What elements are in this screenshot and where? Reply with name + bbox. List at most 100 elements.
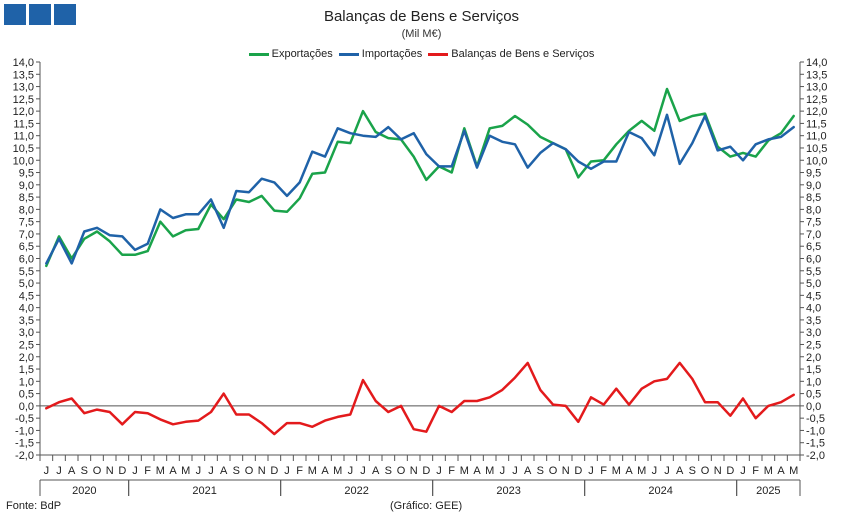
y-tick-label-right: 9,0 bbox=[806, 180, 821, 192]
x-tick-label-year: 2021 bbox=[192, 485, 216, 497]
y-tick-label-right: 8,0 bbox=[806, 204, 821, 216]
x-tick-label-month: A bbox=[169, 465, 177, 477]
x-tick-label-month: N bbox=[714, 465, 722, 477]
y-tick-label-right: 4,0 bbox=[806, 303, 821, 315]
logo bbox=[4, 4, 76, 25]
legend-label-imports: Importações bbox=[361, 48, 423, 60]
x-tick-label-month: M bbox=[181, 465, 190, 477]
y-tick-label-left: 14,0 bbox=[13, 57, 34, 69]
y-tick-label-left: 3,5 bbox=[19, 315, 34, 327]
x-tick-label-month: S bbox=[385, 465, 392, 477]
y-tick-label-right: 14,0 bbox=[806, 57, 827, 69]
x-tick-label-month: M bbox=[485, 465, 494, 477]
y-tick-label-left: 5,5 bbox=[19, 266, 34, 278]
balance-line bbox=[45, 361, 795, 436]
y-tick-label-right: 1,5 bbox=[806, 364, 821, 376]
x-tick-label-month: J bbox=[588, 465, 594, 477]
exports-line bbox=[45, 87, 795, 268]
y-tick-label-right: 10,0 bbox=[806, 155, 827, 167]
x-tick-label-month: A bbox=[220, 465, 228, 477]
legend-item-exports: Exportações bbox=[248, 48, 333, 60]
y-tick-label-right: 5,5 bbox=[806, 266, 821, 278]
x-tick-label-year: 2022 bbox=[344, 485, 368, 497]
x-tick-label-month: M bbox=[333, 465, 342, 477]
y-tick-label-left: 9,0 bbox=[19, 180, 34, 192]
y-tick-label-left: 6,0 bbox=[19, 254, 34, 266]
y-tick-label-left: -0,5 bbox=[15, 413, 34, 425]
y-tick-label-right: 11,0 bbox=[806, 131, 827, 143]
x-tick-label-month: J bbox=[44, 465, 50, 477]
x-tick-label-month: J bbox=[740, 465, 746, 477]
x-tick-label-month: N bbox=[562, 465, 570, 477]
chart-subtitle: (Mil M€) bbox=[401, 28, 442, 40]
legend-swatch-imports bbox=[338, 52, 359, 56]
x-tick-label-month: A bbox=[473, 465, 481, 477]
source-note: Fonte: BdP bbox=[6, 500, 62, 512]
x-tick-label-month: M bbox=[460, 465, 469, 477]
x-tick-label-month: O bbox=[397, 465, 406, 477]
imports-line bbox=[45, 113, 795, 265]
y-tick-label-left: -2,0 bbox=[15, 450, 34, 462]
x-tick-label-year: 2023 bbox=[496, 485, 520, 497]
credit-note: (Gráfico: GEE) bbox=[390, 500, 463, 512]
x-tick-label-month: M bbox=[156, 465, 165, 477]
y-tick-label-left: 10,5 bbox=[13, 143, 34, 155]
y-tick-label-left: 1,0 bbox=[19, 376, 34, 388]
y-tick-label-left: -1,5 bbox=[15, 438, 34, 450]
y-tick-label-right: -2,0 bbox=[806, 450, 825, 462]
x-tick-label-month: J bbox=[56, 465, 62, 477]
x-tick-label-month: M bbox=[789, 465, 798, 477]
y-tick-label-right: -1,0 bbox=[806, 425, 825, 437]
y-tick-label-left: 6,5 bbox=[19, 241, 34, 253]
y-tick-label-right: 3,5 bbox=[806, 315, 821, 327]
y-tick-label-left: 10,0 bbox=[13, 155, 34, 167]
y-tick-label-left: 7,5 bbox=[19, 217, 34, 229]
y-tick-label-right: 2,5 bbox=[806, 339, 821, 351]
y-tick-label-right: 0,0 bbox=[806, 401, 821, 413]
x-tick-label-month: J bbox=[284, 465, 290, 477]
y-tick-label-right: 2,0 bbox=[806, 352, 821, 364]
legend-swatch-exports bbox=[248, 52, 269, 56]
x-tick-label-month: A bbox=[676, 465, 684, 477]
y-tick-label-left: 11,5 bbox=[13, 118, 34, 130]
legend-item-imports: Importações bbox=[338, 48, 423, 60]
x-tick-label-month: S bbox=[689, 465, 696, 477]
y-tick-label-left: 2,0 bbox=[19, 352, 34, 364]
y-tick-label-left: 8,5 bbox=[19, 192, 34, 204]
x-tick-label-month: M bbox=[308, 465, 317, 477]
logo-square-2 bbox=[29, 4, 51, 25]
y-tick-label-right: 7,5 bbox=[806, 217, 821, 229]
y-tick-label-left: 0,0 bbox=[19, 401, 34, 413]
y-tick-label-right: 3,0 bbox=[806, 327, 821, 339]
x-tick-label-month: A bbox=[372, 465, 380, 477]
y-tick-label-left: 9,5 bbox=[19, 168, 34, 180]
y-tick-label-left: 4,0 bbox=[19, 303, 34, 315]
y-tick-label-right: 12,0 bbox=[806, 106, 827, 118]
y-tick-label-right: 6,0 bbox=[806, 254, 821, 266]
legend-item-balance: Balanças de Bens e Serviços bbox=[428, 48, 594, 60]
y-tick-label-right: 7,0 bbox=[806, 229, 821, 241]
x-tick-label-month: J bbox=[436, 465, 442, 477]
x-tick-label-month: F bbox=[144, 465, 151, 477]
legend-label-balance: Balanças de Bens e Serviços bbox=[451, 48, 595, 60]
x-tick-label-month: S bbox=[233, 465, 240, 477]
y-tick-label-right: 9,5 bbox=[806, 168, 821, 180]
y-tick-label-right: 4,5 bbox=[806, 290, 821, 302]
x-tick-label-year: 2025 bbox=[756, 485, 780, 497]
y-tick-label-right: -1,5 bbox=[806, 438, 825, 450]
chart-legend: Exportações Importações Balanças de Bens… bbox=[0, 48, 843, 60]
y-tick-label-left: 5,0 bbox=[19, 278, 34, 290]
y-tick-label-right: 10,5 bbox=[806, 143, 827, 155]
x-tick-label-month: F bbox=[448, 465, 455, 477]
x-tick-label-month: D bbox=[270, 465, 278, 477]
x-tick-label-month: J bbox=[132, 465, 138, 477]
x-tick-label-month: F bbox=[752, 465, 759, 477]
x-tick-label-month: J bbox=[360, 465, 366, 477]
y-tick-label-right: 1,0 bbox=[806, 376, 821, 388]
x-tick-label-month: A bbox=[321, 465, 329, 477]
x-tick-label-month: S bbox=[537, 465, 544, 477]
y-tick-label-left: 12,0 bbox=[13, 106, 34, 118]
x-tick-label-month: A bbox=[625, 465, 633, 477]
x-tick-label-month: J bbox=[208, 465, 214, 477]
logo-square-1 bbox=[4, 4, 26, 25]
